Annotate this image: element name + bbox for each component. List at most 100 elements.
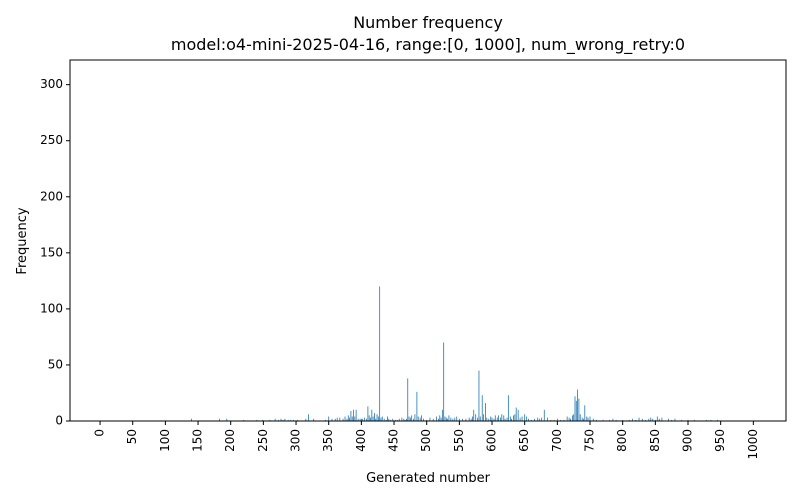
bar bbox=[635, 419, 637, 421]
x-tick-label: 400 bbox=[354, 429, 368, 452]
bar bbox=[509, 416, 511, 421]
x-tick-label: 650 bbox=[517, 429, 531, 452]
bar bbox=[547, 417, 548, 421]
bar bbox=[387, 416, 388, 421]
bar bbox=[503, 415, 505, 421]
bar bbox=[256, 419, 258, 421]
bar bbox=[226, 418, 228, 421]
bar bbox=[354, 416, 356, 421]
bar bbox=[573, 414, 575, 421]
bar bbox=[578, 398, 580, 421]
bar bbox=[417, 416, 419, 421]
bar bbox=[493, 418, 495, 421]
x-tick-label: 100 bbox=[158, 429, 172, 452]
bar bbox=[287, 419, 289, 421]
bar bbox=[413, 418, 415, 421]
bar bbox=[615, 419, 617, 421]
bar bbox=[359, 418, 361, 421]
bar bbox=[514, 414, 516, 421]
bar bbox=[243, 419, 245, 421]
bar bbox=[448, 415, 450, 421]
bar bbox=[579, 414, 581, 421]
bar bbox=[436, 416, 437, 421]
bar bbox=[485, 403, 486, 421]
bar bbox=[570, 418, 571, 421]
bar bbox=[423, 418, 424, 421]
bar bbox=[328, 416, 330, 421]
bar bbox=[524, 414, 526, 421]
bar bbox=[473, 409, 475, 421]
bar bbox=[589, 416, 591, 421]
bar bbox=[357, 418, 359, 421]
x-tick-label: 300 bbox=[289, 429, 303, 452]
bar bbox=[308, 414, 309, 421]
bar bbox=[498, 415, 499, 421]
bar bbox=[416, 391, 418, 421]
bar bbox=[394, 419, 396, 421]
bars-group bbox=[191, 286, 718, 421]
bar bbox=[419, 417, 421, 421]
bar bbox=[414, 414, 416, 421]
bar bbox=[504, 418, 506, 421]
bar bbox=[293, 419, 294, 421]
y-tick-label: 150 bbox=[40, 245, 63, 259]
bar bbox=[687, 419, 689, 421]
bar bbox=[445, 417, 447, 421]
bar bbox=[407, 378, 409, 421]
bar bbox=[652, 418, 654, 421]
chart-subtitle: model:o4-mini-2025-04-16, range:[0, 1000… bbox=[171, 35, 685, 55]
bar bbox=[638, 417, 640, 421]
x-tick-label: 850 bbox=[648, 429, 662, 452]
bar bbox=[584, 405, 586, 421]
bar bbox=[305, 418, 307, 421]
bar bbox=[500, 417, 501, 421]
bar bbox=[454, 417, 456, 421]
bar bbox=[583, 418, 584, 421]
bar bbox=[456, 416, 458, 421]
bar bbox=[444, 416, 446, 421]
bar bbox=[541, 417, 543, 421]
bar bbox=[398, 418, 400, 421]
bar bbox=[641, 418, 643, 421]
bar bbox=[443, 342, 445, 421]
bar bbox=[571, 415, 573, 421]
bar bbox=[507, 395, 509, 421]
bar bbox=[392, 418, 394, 421]
bar bbox=[447, 418, 448, 421]
bar bbox=[515, 407, 517, 421]
bar bbox=[349, 417, 351, 421]
bar bbox=[383, 418, 385, 421]
bar bbox=[372, 416, 374, 421]
bar bbox=[517, 409, 519, 421]
bar bbox=[596, 419, 597, 421]
bar bbox=[426, 419, 428, 421]
bar bbox=[609, 419, 611, 421]
bar bbox=[458, 418, 460, 421]
bar bbox=[278, 419, 279, 421]
x-tick-label: 1000 bbox=[746, 429, 760, 460]
bar bbox=[587, 417, 589, 421]
bar bbox=[385, 419, 387, 421]
bar bbox=[654, 419, 656, 421]
x-tick-label: 200 bbox=[223, 429, 237, 452]
x-tick-label: 50 bbox=[125, 429, 139, 444]
bar bbox=[353, 409, 354, 421]
bar bbox=[470, 418, 472, 421]
bar bbox=[325, 419, 326, 421]
bar bbox=[658, 418, 660, 421]
bar bbox=[296, 419, 298, 421]
bar bbox=[506, 417, 508, 421]
bar bbox=[717, 419, 718, 421]
bar bbox=[705, 419, 707, 421]
bar bbox=[563, 419, 565, 421]
x-tick-label: 950 bbox=[713, 429, 727, 452]
chart-title: Number frequency bbox=[353, 13, 503, 32]
bar bbox=[370, 417, 371, 421]
bar bbox=[668, 418, 669, 421]
bar bbox=[438, 418, 439, 421]
bar bbox=[450, 417, 452, 421]
y-tick-label: 250 bbox=[40, 133, 63, 147]
x-tick-label: 0 bbox=[93, 429, 107, 437]
bar bbox=[282, 419, 284, 421]
